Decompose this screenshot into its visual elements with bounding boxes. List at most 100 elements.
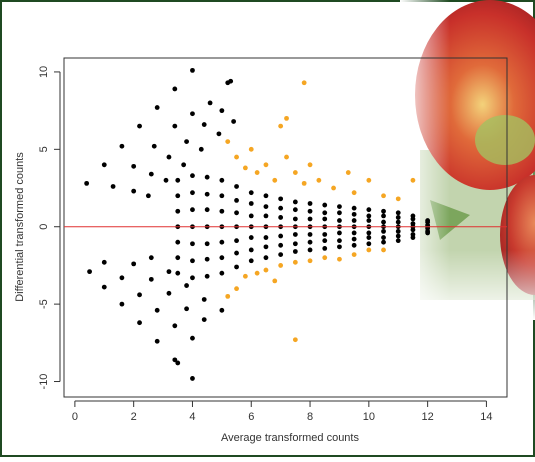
- point: [190, 275, 195, 281]
- point: [163, 177, 169, 183]
- point: [166, 290, 172, 296]
- point: [278, 215, 284, 220]
- point: [131, 163, 137, 169]
- point: [145, 193, 151, 199]
- point: [272, 278, 278, 284]
- point: [278, 123, 284, 129]
- point: [366, 247, 372, 253]
- point: [337, 210, 342, 216]
- point: [248, 146, 254, 152]
- point: [190, 258, 195, 264]
- point: [198, 146, 204, 152]
- point: [307, 208, 313, 214]
- point: [292, 207, 298, 213]
- point: [219, 193, 225, 199]
- y-tick-label: 5: [38, 146, 50, 152]
- point: [337, 230, 342, 236]
- y-tick-label: -5: [38, 299, 50, 309]
- point: [201, 297, 207, 302]
- point: [154, 338, 160, 344]
- point: [207, 100, 213, 106]
- y-tick-label: -10: [38, 374, 50, 390]
- point: [292, 199, 298, 205]
- point: [101, 259, 107, 265]
- point: [175, 239, 181, 245]
- point: [307, 216, 313, 222]
- point: [278, 205, 284, 211]
- point: [307, 239, 313, 245]
- plot-box: [63, 57, 508, 398]
- point: [395, 219, 401, 225]
- point: [292, 216, 298, 222]
- point: [322, 255, 328, 261]
- point: [263, 235, 269, 240]
- point: [234, 238, 239, 244]
- point: [322, 216, 328, 222]
- point: [166, 269, 172, 275]
- x-tick-label: 2: [131, 411, 137, 423]
- point: [307, 201, 313, 206]
- point: [248, 235, 254, 240]
- point: [154, 105, 160, 110]
- point: [216, 131, 222, 137]
- point: [351, 218, 357, 223]
- point: [351, 190, 357, 196]
- apple-picture: [400, 0, 535, 320]
- point: [131, 188, 137, 194]
- point: [263, 193, 269, 199]
- point: [225, 80, 231, 86]
- point: [351, 230, 357, 236]
- point: [351, 252, 357, 257]
- point: [395, 210, 401, 216]
- point: [119, 275, 125, 281]
- x-tick-label: 6: [248, 411, 254, 423]
- point: [148, 276, 154, 282]
- point: [366, 177, 372, 183]
- point: [172, 86, 178, 92]
- point: [190, 190, 195, 196]
- point: [248, 247, 254, 253]
- point: [184, 306, 189, 312]
- point: [175, 255, 181, 261]
- point: [278, 252, 284, 257]
- point: [351, 211, 357, 217]
- point: [322, 202, 328, 208]
- point: [225, 139, 231, 144]
- point: [322, 232, 328, 237]
- point: [204, 174, 210, 180]
- y-axis-title: Differential transformed counts: [14, 152, 26, 302]
- point: [172, 357, 178, 363]
- point: [190, 111, 195, 117]
- x-tick-label: 14: [480, 411, 492, 423]
- point: [219, 270, 225, 276]
- point: [278, 242, 284, 248]
- point: [322, 238, 328, 244]
- point: [292, 232, 298, 237]
- point: [234, 286, 239, 292]
- point: [381, 208, 386, 214]
- point: [263, 204, 269, 210]
- point: [337, 218, 342, 223]
- point: [366, 218, 372, 223]
- point: [190, 207, 195, 213]
- point: [410, 227, 416, 233]
- point: [425, 230, 431, 236]
- point: [254, 270, 260, 276]
- point: [272, 177, 278, 183]
- point: [234, 184, 239, 189]
- point: [263, 213, 269, 219]
- point: [322, 245, 328, 251]
- point: [248, 201, 254, 206]
- point: [381, 219, 386, 225]
- point: [225, 293, 231, 299]
- point: [234, 264, 239, 270]
- point: [284, 115, 289, 121]
- point: [248, 258, 254, 264]
- point: [166, 154, 172, 160]
- point: [248, 213, 254, 219]
- point: [395, 233, 401, 239]
- point: [219, 177, 225, 183]
- point: [351, 236, 357, 242]
